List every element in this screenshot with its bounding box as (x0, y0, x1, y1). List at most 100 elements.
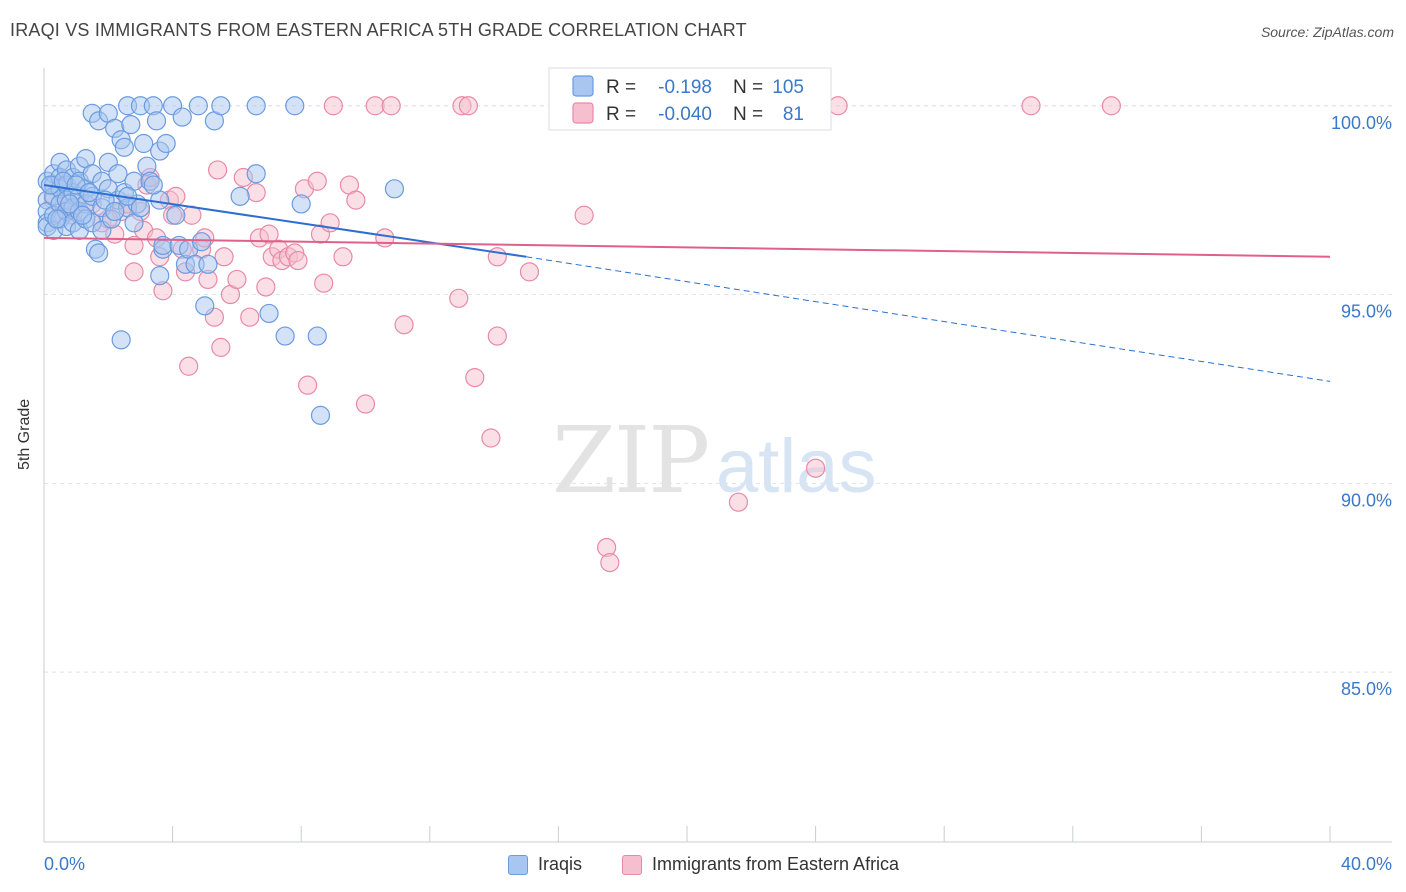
eastern-africa-point (166, 186, 186, 206)
stats-r-value: -0.040 (658, 104, 712, 125)
iraqis-trend-extension (526, 256, 1331, 382)
iraqis-point (111, 330, 131, 350)
eastern-africa-point (458, 96, 478, 116)
eastern-africa-point (1021, 96, 1041, 116)
iraqis-point (156, 133, 176, 154)
bottom-legend: Iraqis Immigrants from Eastern Africa (0, 850, 1406, 880)
stats-n-value: 81 (783, 104, 804, 125)
eastern-africa-point (487, 326, 507, 346)
iraqis-point (172, 107, 192, 127)
eastern-africa-point (728, 492, 749, 512)
stats-r-label: R = (606, 104, 636, 125)
iraqis-trend-line (43, 184, 527, 258)
legend-swatch-iraqis (508, 854, 528, 875)
chart-source: Source: ZipAtlas.com (1260, 24, 1394, 40)
iraqis-point (130, 198, 151, 218)
iraqis-point (146, 111, 167, 131)
legend-label-eastern-africa: Immigrants from Eastern Africa (652, 854, 900, 874)
eastern-africa-point (805, 458, 826, 478)
stats-legend-box (548, 67, 832, 131)
legend-label-iraqis: Iraqis (538, 854, 583, 874)
eastern-africa-point (256, 277, 276, 297)
iraqis-point (60, 194, 80, 214)
eastern-africa-point (394, 315, 414, 335)
eastern-africa-point (246, 182, 266, 203)
eastern-africa-point (333, 247, 353, 267)
eastern-africa-point (481, 428, 501, 448)
iraqis-point (291, 194, 311, 214)
eastern-africa-point (214, 247, 234, 267)
eastern-africa-point (259, 224, 279, 244)
y-tick-label: 95.0% (1341, 302, 1392, 322)
iraqis-point (105, 201, 125, 222)
eastern-africa-point (323, 96, 343, 116)
eastern-africa-point (124, 235, 144, 256)
eastern-africa-point (346, 190, 366, 210)
eastern-africa-point (314, 273, 334, 293)
stats-n-value: 105 (772, 77, 804, 98)
stats-legend-swatch (572, 75, 594, 97)
eastern-africa-point (1101, 96, 1121, 116)
iraqis-point (211, 96, 231, 116)
eastern-africa-point (465, 368, 485, 388)
stats-r-label: R = (606, 77, 636, 98)
eastern-africa-point (355, 394, 376, 414)
y-tick-label: 85.0% (1341, 679, 1392, 699)
iraqis-point (246, 164, 266, 184)
iraqis-point (310, 405, 331, 425)
x-tick-label-max: 40.0% (1341, 854, 1392, 874)
iraqis-point (114, 137, 134, 157)
iraqis-point (195, 296, 215, 316)
stats-r-value: -0.198 (658, 77, 712, 98)
iraqis-point (166, 205, 186, 225)
stats-legend-swatch (572, 102, 594, 124)
eastern-africa-point (449, 288, 469, 308)
legend-item-eastern-africa[interactable]: Immigrants from Eastern Africa (622, 854, 899, 875)
iraqis-point (188, 96, 208, 116)
eastern-africa-point (600, 553, 620, 573)
eastern-africa-point (574, 205, 594, 225)
iraqis-point (384, 179, 405, 199)
eastern-africa-point (240, 307, 260, 327)
iraqis-point (285, 96, 305, 116)
iraqis-point (89, 243, 109, 263)
stats-n-label: N = (733, 104, 763, 125)
iraqis-point (259, 303, 279, 324)
eastern-africa-point (487, 247, 507, 267)
eastern-africa-point (828, 96, 848, 116)
eastern-africa-point (298, 375, 318, 395)
iraqis-point (230, 186, 250, 206)
iraqis-point (134, 133, 154, 154)
eastern-africa-point (179, 356, 199, 376)
iraqis-point (246, 96, 266, 116)
iraqis-point (121, 115, 141, 135)
legend-item-iraqis[interactable]: Iraqis (508, 854, 582, 875)
eastern-africa-point (208, 160, 228, 180)
legend-swatch-eastern-africa (622, 854, 642, 875)
eastern-africa-point (365, 96, 385, 116)
iraqis-point (72, 205, 93, 225)
iraqis-point (150, 266, 170, 286)
eastern-africa-point (124, 262, 144, 282)
x-tick-label-min: 0.0% (44, 854, 85, 874)
eastern-africa-point (375, 228, 395, 248)
chart-title: IRAQI VS IMMIGRANTS FROM EASTERN AFRICA … (10, 20, 747, 40)
eastern-africa-point (307, 171, 327, 191)
iraqis-point (191, 232, 212, 252)
eastern-africa-trend-line (43, 236, 1331, 258)
iraqis-point (143, 175, 163, 195)
watermark-zip: ZIP (552, 407, 708, 514)
iraqis-point (307, 326, 327, 346)
iraqis-point (198, 254, 218, 274)
stats-n-label: N = (733, 77, 763, 98)
iraqis-point (108, 164, 128, 184)
eastern-africa-point (381, 96, 401, 116)
eastern-africa-point (211, 337, 231, 357)
eastern-africa-point (227, 269, 247, 290)
iraqis-point (275, 326, 295, 346)
eastern-africa-point (288, 250, 308, 271)
iraqis-point (47, 209, 67, 229)
y-tick-label: 90.0% (1341, 490, 1392, 510)
eastern-africa-point (519, 262, 540, 282)
